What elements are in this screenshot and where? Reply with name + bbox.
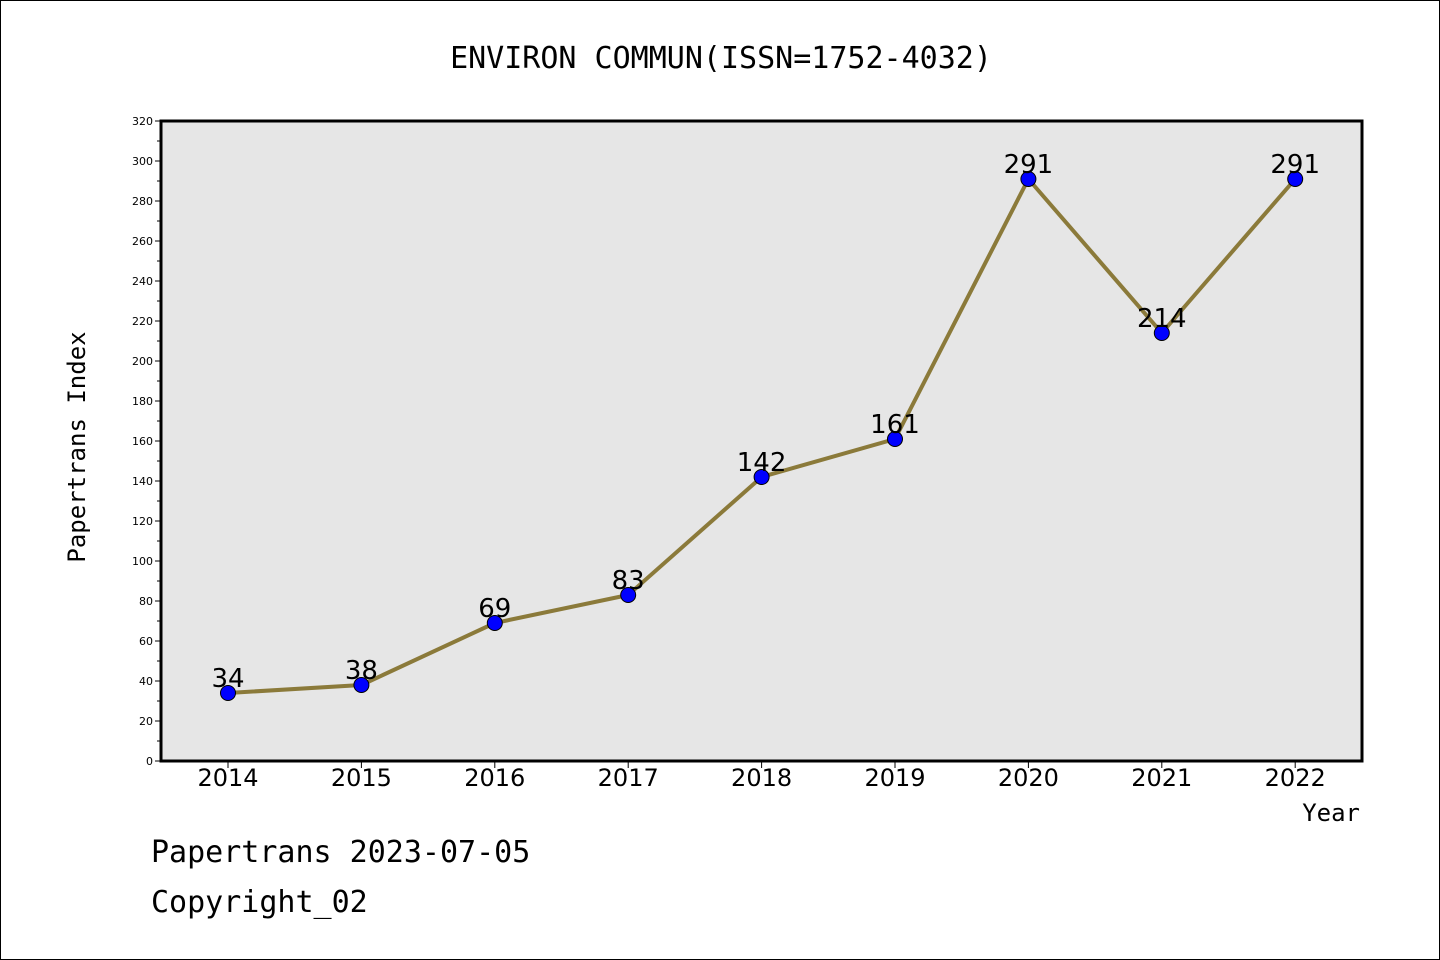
y-tick-label: 100 <box>132 555 153 568</box>
data-labels: 34 38 69 83 142 161 291 214 291 <box>211 150 1320 694</box>
series-line-group <box>220 171 1304 701</box>
y-axis: 0 20 40 60 80 100 120 140 160 180 200 220 240 260 280 3… <box>132 115 161 768</box>
data-label: 83 <box>612 566 645 596</box>
data-label: 214 <box>1137 304 1187 334</box>
y-tick-label: 160 <box>132 435 153 448</box>
data-point <box>753 469 770 485</box>
x-tick-label: 2016 <box>464 764 525 792</box>
data-point <box>1153 325 1170 341</box>
x-tick-label: 2021 <box>1131 764 1192 792</box>
data-label: 34 <box>211 664 244 694</box>
x-tick-label: 2020 <box>998 764 1059 792</box>
x-axis-label: Year <box>1302 799 1360 827</box>
y-tick-label: 80 <box>139 595 153 608</box>
footer-date: Papertrans 2023-07-05 <box>151 835 531 870</box>
y-tick-label: 200 <box>132 355 153 368</box>
y-tick-label: 320 <box>132 115 153 128</box>
data-label: 291 <box>1270 150 1320 180</box>
x-tick-label: 2022 <box>1265 764 1326 792</box>
data-label: 142 <box>737 448 787 478</box>
y-tick-label: 20 <box>139 715 153 728</box>
plot-area <box>159 119 1364 763</box>
data-label: 69 <box>478 594 511 624</box>
data-point <box>220 685 236 701</box>
data-point <box>887 431 903 447</box>
y-tick-label: 0 <box>146 755 153 768</box>
x-tick-label: 2015 <box>331 764 392 792</box>
data-label: 291 <box>1004 150 1054 180</box>
x-tick-label: 2018 <box>731 764 792 792</box>
y-tick-label: 220 <box>132 315 153 328</box>
x-tick-label: 2014 <box>197 764 258 792</box>
y-tick-label: 40 <box>139 675 153 688</box>
x-axis: 2014 2015 2016 2017 2018 2019 2020 2021 2022 <box>197 761 1326 792</box>
y-tick-label: 240 <box>132 275 153 288</box>
y-tick-label: 60 <box>139 635 153 648</box>
y-axis-label: Papertrans Index <box>63 331 91 562</box>
data-label: 38 <box>345 656 378 686</box>
y-tick-label: 260 <box>132 235 153 248</box>
data-point <box>1020 171 1037 187</box>
y-tick-label: 280 <box>132 195 153 208</box>
y-tick-label: 140 <box>132 475 153 488</box>
data-point <box>486 615 503 631</box>
data-label: 161 <box>870 410 920 440</box>
y-tick-label: 180 <box>132 395 153 408</box>
chart-title: ENVIRON COMMUN(ISSN=1752-4032) <box>450 41 992 76</box>
x-tick-label: 2017 <box>598 764 659 792</box>
data-point <box>1287 171 1304 187</box>
footer-copyright: Copyright_02 <box>151 885 368 920</box>
data-point <box>353 677 370 693</box>
y-tick-label: 300 <box>132 155 153 168</box>
y-tick-label: 120 <box>132 515 153 528</box>
data-point <box>620 587 637 603</box>
x-tick-label: 2019 <box>864 764 925 792</box>
